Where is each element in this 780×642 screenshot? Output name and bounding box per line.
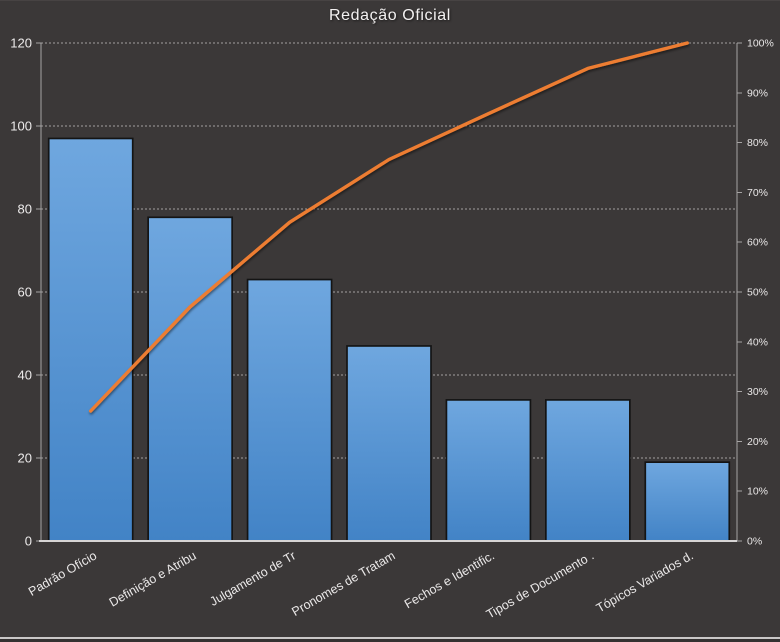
bar-5 [545,399,631,542]
left-axis-tick-label: 20 [18,451,32,466]
right-axis-tick-label: 50% [747,287,768,299]
left-axis-tick-label: 100 [10,119,32,134]
left-axis-tick-label: 80 [18,202,32,217]
right-axis-tick-label: 80% [747,137,768,149]
x-axis-label: Padrão Ofício [26,548,99,598]
bar-0 [47,137,134,542]
chart-bottom-edge [0,637,780,639]
bar-1 [147,216,233,542]
right-axis-tick-label: 30% [747,386,768,398]
right-axis-tick-label: 40% [747,336,768,348]
left-axis-tick-label: 60 [18,285,32,300]
right-axis-tick-label: 70% [747,187,768,199]
x-axis-label: Tipos de Documento . [484,548,597,621]
x-axis-label: Definição e Atribu [107,548,199,609]
right-axis-tick-label: 60% [747,237,768,249]
x-axis-label: Tópicos Variados d. [594,548,696,615]
x-axis-label: Julgamento de Tr [207,548,298,608]
right-axis-tick-label: 20% [747,436,768,448]
left-axis-tick-label: 120 [10,36,32,51]
left-axis-tick-label: 0 [25,534,32,549]
right-axis-tick-label: 0% [747,536,762,548]
left-axis-tick-label: 40 [18,368,32,383]
bar-2 [246,278,333,542]
bar-6 [644,461,731,542]
right-axis-tick-label: 100% [747,38,774,50]
bar-3 [346,345,432,542]
x-axis-label: Pronomes de Tratam [289,548,397,618]
right-axis-tick-label: 10% [747,486,768,498]
x-axis-label: Fechos e Identific. [402,548,497,611]
chart-title: Redação Oficial [329,7,451,24]
bar-4 [445,399,532,542]
cumulative-line [88,41,689,413]
right-axis-tick-label: 90% [747,87,768,99]
